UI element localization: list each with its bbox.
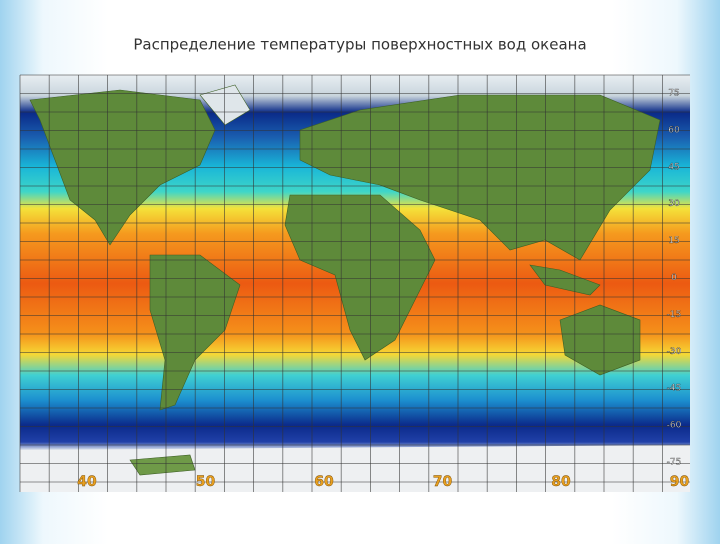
latitude-label: -45 [667, 384, 682, 394]
longitude-label: 60 [314, 474, 334, 490]
map: 75 60 45 30 15 0 -15 -30 -45 -60 -75 40 50 60 70 80 90 [19, 74, 690, 492]
graticule [19, 74, 690, 492]
latitude-label: -60 [667, 421, 682, 431]
coordinate-labels: 75 60 45 30 15 0 -15 -30 -45 -60 -75 40 50 60 70 80 90 [77, 88, 690, 490]
latitude-label: 75 [668, 89, 679, 99]
latitude-label: 45 [668, 162, 679, 172]
longitude-label: 40 [77, 474, 97, 490]
longitude-label: 70 [433, 474, 453, 490]
longitude-label: 90 [670, 474, 690, 490]
latitude-label: 30 [668, 199, 680, 209]
latitude-label: -15 [667, 310, 682, 320]
latitude-label: 60 [668, 125, 680, 135]
latitude-label: 0 [671, 273, 677, 283]
latitude-label: -75 [667, 458, 682, 468]
longitude-label: 80 [551, 474, 571, 490]
longitude-label: 50 [196, 474, 216, 490]
latitude-label: -30 [667, 347, 682, 357]
latitude-label: 15 [668, 236, 679, 246]
slide-title: Распределение температуры поверхностных … [133, 36, 586, 54]
